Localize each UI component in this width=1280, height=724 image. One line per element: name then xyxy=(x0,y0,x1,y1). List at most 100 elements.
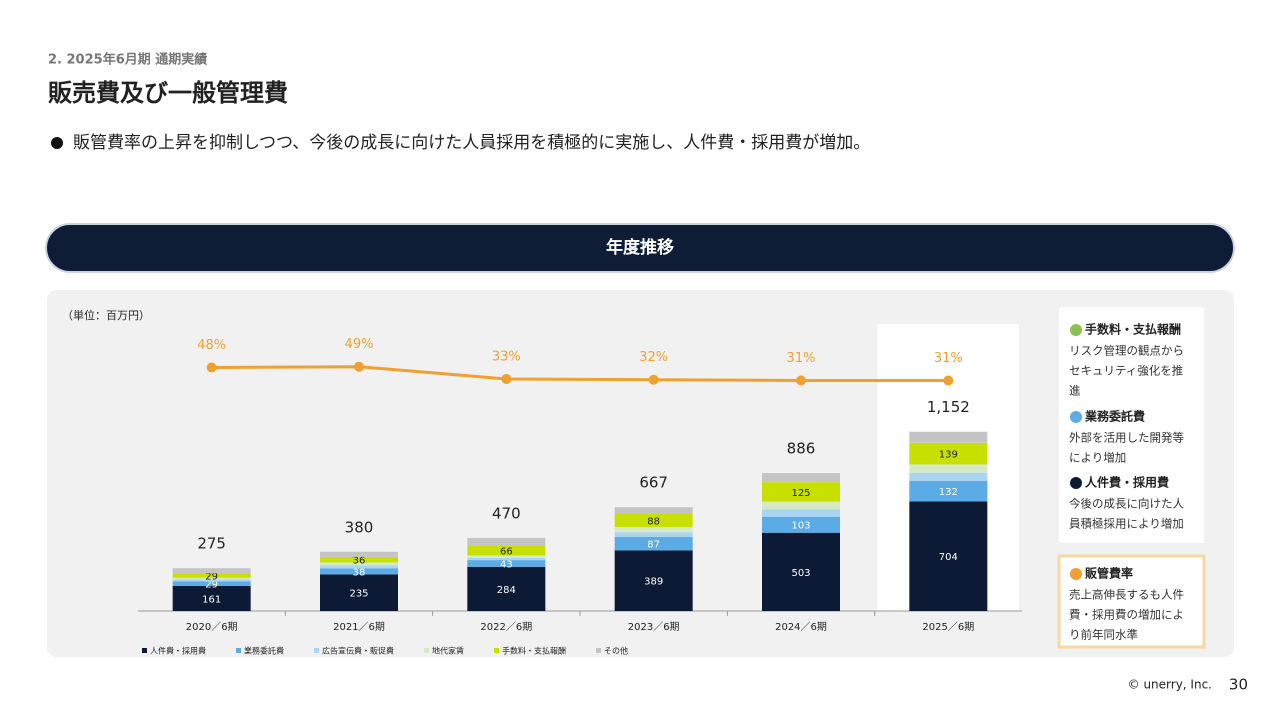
bar-segment xyxy=(172,573,251,578)
legend-swatch xyxy=(494,648,499,653)
bar-segment xyxy=(614,513,693,528)
bar-segment xyxy=(320,565,398,569)
bar-segment xyxy=(614,532,693,537)
ratio-note-box xyxy=(1057,554,1206,649)
ratio-point xyxy=(943,375,954,386)
bar-segment xyxy=(909,431,988,443)
bar-value-label: 503 xyxy=(791,568,810,579)
bar-segment xyxy=(762,473,840,483)
note-dot xyxy=(1070,568,1082,580)
x-tick-label: 2020／6期 xyxy=(186,621,238,633)
bullet: 販管費率の上昇を抑制しつつ、今後の成長に向けた人員採用を積極的に実施し、人件費・… xyxy=(73,133,870,153)
bar-segment xyxy=(172,585,251,611)
bar-value-label: 389 xyxy=(644,577,663,588)
ratio-label: 49% xyxy=(345,337,374,352)
bar-segment xyxy=(614,550,693,611)
bar-value-label: 29 xyxy=(205,571,218,582)
bar-value-label: 38 xyxy=(353,567,366,578)
note-text: 進 xyxy=(1069,384,1081,398)
bar-value-label: 704 xyxy=(939,552,958,563)
total-label: 380 xyxy=(345,518,374,536)
ratio-point xyxy=(206,362,217,373)
legend-swatch xyxy=(596,648,601,653)
banner: 年度推移 xyxy=(606,237,674,258)
bar-segment xyxy=(762,532,840,611)
ratio-label: 32% xyxy=(639,350,668,365)
legend-label: 人件費・採用費 xyxy=(150,646,206,656)
note-title: 販管費率 xyxy=(1085,566,1133,581)
ratio-point xyxy=(648,374,659,385)
bar-value-label: 36 xyxy=(353,556,366,567)
bar-segment xyxy=(909,442,988,465)
note-text: 今後の成長に向けた人 xyxy=(1069,497,1184,511)
ratio-point xyxy=(354,361,364,372)
page-number: 30 xyxy=(1229,676,1248,694)
ratio-label: 31% xyxy=(934,351,963,366)
total-label: 886 xyxy=(787,440,816,458)
ratio-point xyxy=(796,375,806,386)
note-text: 売上高伸長するも人件 xyxy=(1069,588,1184,602)
section: 2. 2025年6月期 通期実績 xyxy=(48,52,207,68)
legend-swatch xyxy=(314,648,319,653)
note-text: セキュリティ強化を推 xyxy=(1069,364,1183,378)
bar-value-label: 88 xyxy=(647,516,660,527)
legend-label: 手数料・支払報酬 xyxy=(502,646,566,656)
note-text: により増加 xyxy=(1069,451,1126,465)
ratio-point xyxy=(501,373,512,384)
legend-label: 地代家賃 xyxy=(432,646,464,656)
bar-value-label: 66 xyxy=(500,546,513,557)
bar-segment xyxy=(467,560,546,567)
bar-segment xyxy=(320,568,398,575)
note-title: 業務委託費 xyxy=(1084,409,1145,424)
note-text: 外部を活用した開発等 xyxy=(1069,431,1184,445)
bar-value-label: 125 xyxy=(791,488,810,499)
bar-segment xyxy=(614,536,693,551)
bullet-dot xyxy=(51,137,63,149)
bar-value-label: 235 xyxy=(349,589,368,600)
x-tick-label: 2023／6期 xyxy=(628,621,680,633)
bar-segment xyxy=(172,579,251,582)
title: 販売費及び一般管理費 xyxy=(48,79,288,107)
note-text: 費・採用費の増加によ xyxy=(1069,608,1184,622)
total-label: 470 xyxy=(492,504,521,522)
note-dot xyxy=(1070,411,1082,423)
bar-segment xyxy=(172,577,251,580)
unit-label: （単位：百万円） xyxy=(62,308,150,322)
x-tick-label: 2022／6期 xyxy=(480,621,532,633)
bar-value-label: 284 xyxy=(497,585,516,596)
bar-segment xyxy=(762,482,840,502)
bar-segment xyxy=(909,480,988,502)
bar-segment xyxy=(320,556,398,563)
bar-segment xyxy=(614,527,693,533)
bar-segment xyxy=(320,562,398,566)
note-text: 員積極採用により増加 xyxy=(1069,517,1184,531)
bar-segment xyxy=(762,509,840,517)
bar-segment xyxy=(467,545,546,556)
x-tick-label: 2024／6期 xyxy=(775,621,827,633)
ratio-line xyxy=(211,365,949,382)
bar-value-label: 43 xyxy=(500,559,513,570)
copyright: © unerry, Inc. xyxy=(1128,678,1212,692)
bar-segment xyxy=(467,537,546,546)
x-tick-label: 2025／6期 xyxy=(922,621,974,633)
note-text: リスク管理の観点から xyxy=(1069,344,1184,358)
bar-segment xyxy=(467,566,546,611)
ratio-label: 48% xyxy=(197,338,226,353)
legend-swatch xyxy=(142,648,147,653)
ratio-label: 33% xyxy=(492,349,521,364)
bar-segment xyxy=(614,507,693,514)
legend-swatch xyxy=(424,648,429,653)
bar-value-label: 29 xyxy=(205,580,218,591)
bar-segment xyxy=(909,501,988,611)
note-dot xyxy=(1070,477,1082,489)
bar-segment xyxy=(762,501,840,510)
bar-segment xyxy=(909,464,988,473)
bar-value-label: 139 xyxy=(939,450,958,461)
note-title: 人件費・採用費 xyxy=(1085,475,1169,490)
bar-segment xyxy=(172,581,251,586)
total-label: 275 xyxy=(197,535,226,553)
bar-segment xyxy=(762,516,840,533)
bar-segment xyxy=(172,568,251,574)
legend-label: その他 xyxy=(604,646,628,656)
